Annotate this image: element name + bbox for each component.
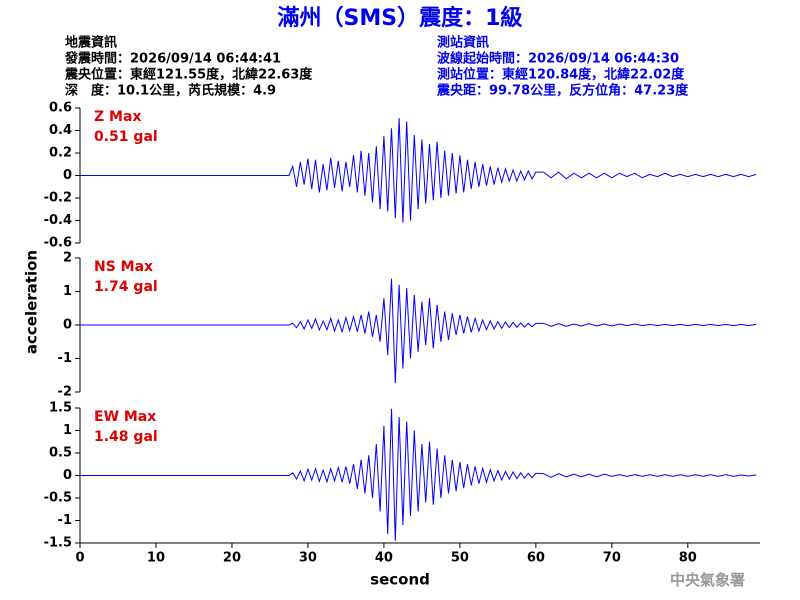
x-axis-label: second — [370, 571, 430, 589]
info-line: 波線起始時間：2026/09/14 06:44:30 — [437, 51, 679, 67]
y-tick-label: -0.2 — [44, 191, 72, 206]
x-tick-label: 30 — [299, 551, 317, 566]
waveform — [80, 118, 757, 223]
y-tick-label: 0.2 — [49, 146, 72, 161]
y-tick-label: -0.6 — [44, 236, 72, 251]
x-tick-label: 10 — [147, 551, 165, 566]
y-axis-label: acceleration — [23, 250, 41, 354]
x-tick-label: 80 — [679, 551, 697, 566]
info-line: 深 度：10.1公里，芮氏規模：4.9 — [65, 83, 276, 99]
y-tick-label: 0.4 — [49, 123, 72, 138]
x-tick-label: 50 — [451, 551, 469, 566]
max-label: 1.48 gal — [94, 429, 158, 445]
title: 滿州（SMS）震度：1級 — [278, 5, 523, 31]
info-line: 震央距：99.78公里，反方位角：47.23度 — [436, 83, 689, 99]
x-tick-label: 40 — [375, 551, 393, 566]
info-line: 發震時間：2026/09/14 06:44:41 — [64, 51, 281, 67]
y-tick-label: -0.5 — [44, 491, 72, 506]
component-label: NS Max — [94, 259, 153, 275]
x-tick-label: 60 — [527, 551, 545, 566]
y-tick-label: -1 — [58, 513, 72, 528]
max-label: 0.51 gal — [94, 129, 158, 145]
footer: 中央氣象署 — [670, 571, 745, 589]
waveform — [80, 408, 757, 541]
y-tick-label: 1 — [63, 284, 72, 299]
info-line: 震央位置：東經121.55度，北緯22.63度 — [64, 67, 313, 83]
y-tick-label: 0.5 — [49, 446, 72, 461]
y-tick-label: -1.5 — [44, 536, 72, 551]
max-label: 1.74 gal — [94, 279, 158, 295]
info-line: 測站位置：東經120.84度，北緯22.02度 — [437, 67, 685, 83]
y-tick-label: -1 — [58, 351, 72, 366]
y-tick-label: -0.4 — [44, 213, 72, 228]
info-line: 測站資訊 — [437, 35, 489, 51]
y-tick-label: 1 — [63, 423, 72, 438]
y-tick-label: 0.6 — [49, 101, 72, 116]
y-tick-label: -2 — [58, 385, 72, 400]
component-label: Z Max — [94, 109, 141, 125]
y-tick-label: 0 — [63, 168, 72, 183]
x-tick-label: 70 — [603, 551, 621, 566]
x-tick-label: 20 — [223, 551, 241, 566]
waveform — [80, 278, 757, 384]
x-tick-label: 0 — [75, 551, 84, 566]
y-tick-label: 1.5 — [49, 401, 72, 416]
y-tick-label: 0 — [63, 318, 72, 333]
info-line: 地震資訊 — [65, 35, 117, 51]
component-label: EW Max — [94, 409, 156, 425]
y-tick-label: 0 — [63, 468, 72, 483]
y-tick-label: 2 — [63, 251, 72, 266]
